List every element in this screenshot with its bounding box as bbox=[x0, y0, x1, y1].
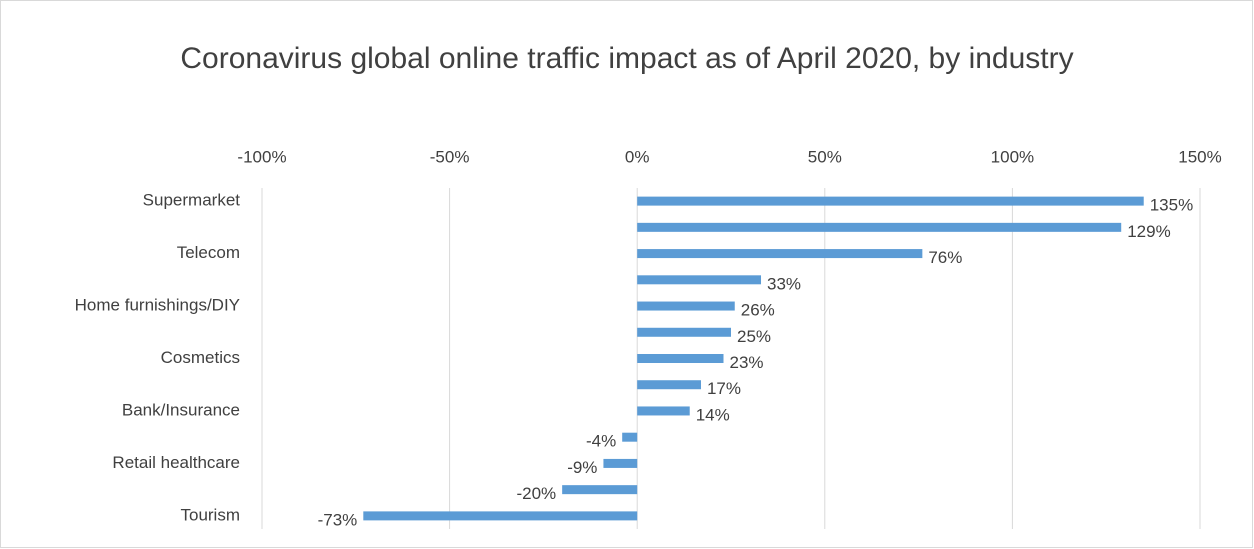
x-tick-label: -50% bbox=[430, 147, 470, 166]
data-label: -9% bbox=[567, 458, 597, 477]
y-tick-label: Tourism bbox=[180, 505, 240, 524]
y-tick-label: Bank/Insurance bbox=[122, 400, 240, 419]
y-tick-label: Home furnishings/DIY bbox=[75, 296, 240, 315]
bar bbox=[637, 406, 690, 416]
bar bbox=[562, 485, 638, 495]
x-tick-label: 50% bbox=[808, 147, 842, 166]
y-tick-label: Telecom bbox=[177, 243, 240, 262]
data-label: -20% bbox=[516, 484, 556, 503]
data-label: 33% bbox=[767, 274, 801, 293]
x-tick-label: 150% bbox=[1178, 147, 1221, 166]
x-tick-label: 100% bbox=[991, 147, 1034, 166]
y-tick-label: Cosmetics bbox=[161, 348, 240, 367]
data-label: 76% bbox=[928, 248, 962, 267]
y-tick-label: Supermarket bbox=[143, 191, 241, 210]
data-label: 14% bbox=[696, 405, 730, 424]
bar bbox=[637, 327, 731, 337]
data-label: 129% bbox=[1127, 222, 1170, 241]
data-label: 17% bbox=[707, 379, 741, 398]
data-label: 26% bbox=[741, 301, 775, 320]
bar bbox=[637, 196, 1144, 206]
x-tick-label: -100% bbox=[237, 147, 286, 166]
data-label: -4% bbox=[586, 432, 616, 451]
bar bbox=[363, 511, 638, 521]
bar bbox=[622, 432, 638, 442]
bar bbox=[637, 301, 735, 311]
data-label: 25% bbox=[737, 327, 771, 346]
y-tick-label: Retail healthcare bbox=[112, 453, 240, 472]
bar bbox=[637, 354, 724, 363]
data-label: 23% bbox=[729, 353, 763, 372]
data-label: 135% bbox=[1150, 196, 1193, 215]
bar bbox=[603, 458, 638, 468]
chart-title: Coronavirus global online traffic impact… bbox=[180, 42, 1074, 75]
data-label: -73% bbox=[318, 510, 358, 529]
bar bbox=[637, 275, 762, 285]
bar bbox=[637, 222, 1122, 232]
x-tick-label: 0% bbox=[625, 147, 650, 166]
bar bbox=[637, 380, 701, 390]
bar bbox=[637, 249, 923, 259]
